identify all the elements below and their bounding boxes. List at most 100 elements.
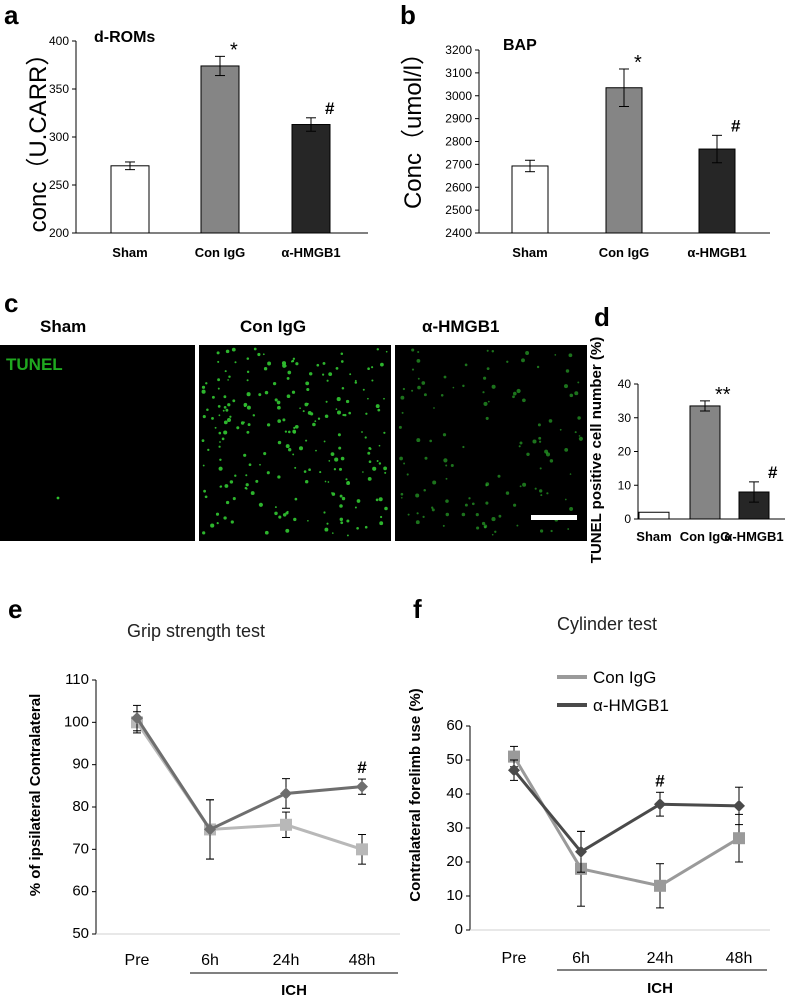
tunel-positive-cell — [305, 439, 308, 442]
tunel-positive-cell — [417, 377, 420, 380]
tunel-positive-cell — [346, 481, 351, 486]
tunel-positive-cell — [285, 444, 290, 449]
tunel-positive-cell — [314, 420, 317, 423]
tunel-positive-cell — [461, 512, 466, 517]
tunel-positive-cell — [462, 384, 465, 388]
tunel-positive-cell — [482, 391, 485, 394]
bar-0 — [110, 165, 150, 234]
tunel-positive-cell — [302, 410, 305, 413]
tunel-positive-cell — [293, 517, 297, 522]
y-tick-label: 50 — [72, 925, 89, 942]
significance-marker: # — [768, 463, 778, 482]
tunel-positive-cell — [516, 388, 521, 394]
tunel-positive-cell — [549, 459, 554, 463]
tunel-label: TUNEL — [6, 355, 63, 374]
x-category-label: Pre — [125, 952, 150, 969]
tunel-positive-cell — [548, 419, 553, 423]
tunel-positive-cell — [277, 419, 282, 423]
tunel-positive-cell — [349, 373, 352, 376]
panel-label-a: a — [4, 0, 19, 30]
x-category-label: 48h — [726, 950, 753, 967]
tunel-positive-cell — [282, 513, 287, 517]
tunel-positive-cell — [278, 515, 282, 519]
tunel-positive-cell — [319, 471, 322, 474]
tunel-positive-cell — [225, 500, 230, 505]
tunel-positive-cell — [464, 363, 468, 367]
tunel-positive-cell — [380, 515, 383, 519]
tunel-positive-cell — [342, 413, 345, 417]
tunel-positive-cell — [577, 416, 581, 420]
tunel-positive-cell — [481, 521, 486, 526]
tunel-positive-cell — [494, 530, 497, 533]
y-tick-label: 40 — [446, 785, 463, 802]
tunel-positive-cell — [219, 458, 222, 462]
tunel-positive-cell — [537, 423, 541, 427]
x-category-label: 48h — [349, 952, 376, 969]
tunel-positive-cell — [272, 381, 277, 386]
tunel-positive-cell — [219, 441, 221, 443]
tunel-positive-cell — [56, 496, 60, 500]
tunel-positive-cell — [252, 414, 256, 417]
tunel-positive-cell — [307, 519, 309, 522]
tunel-positive-cell — [205, 382, 208, 385]
tunel-positive-cell — [475, 513, 479, 517]
tunel-positive-cell — [222, 409, 225, 412]
tunel-positive-cell — [218, 431, 222, 435]
tunel-positive-cell — [316, 363, 320, 367]
y-tick-label: 2900 — [445, 112, 472, 126]
tunel-positive-cell — [286, 510, 289, 513]
tunel-positive-cell — [569, 506, 574, 511]
x-category-label: Con IgG — [680, 529, 731, 544]
tunel-positive-cell — [476, 526, 480, 530]
tunel-positive-cell — [255, 479, 259, 483]
tunel-positive-cell — [286, 394, 291, 399]
tunel-positive-cell — [340, 352, 344, 355]
tunel-positive-cell — [250, 491, 255, 496]
tunel-positive-cell — [266, 471, 270, 475]
tunel-positive-cell — [445, 499, 449, 503]
tunel-positive-cell — [214, 426, 217, 429]
tunel-positive-cell — [335, 408, 338, 410]
y-tick-label: 80 — [72, 798, 89, 815]
tunel-positive-cell — [398, 425, 402, 429]
tunel-micrographs: Sham Con IgG α-HMGB1 TUNEL — [0, 317, 587, 541]
significance-marker: * — [634, 52, 642, 74]
tunel-positive-cell — [483, 376, 487, 380]
tunel-positive-cell — [277, 440, 282, 445]
data-point-diamond — [575, 845, 587, 858]
tunel-positive-cell — [341, 387, 345, 390]
tunel-positive-cell — [345, 478, 348, 481]
tunel-positive-cell — [568, 353, 573, 358]
tunel-positive-cell — [274, 511, 278, 516]
y-axis-label: Conc（umol/l） — [400, 41, 427, 209]
tunel-positive-cell — [376, 460, 379, 462]
tunel-positive-cell — [288, 448, 292, 452]
tunel-positive-cell — [264, 390, 269, 395]
tunel-positive-cell — [385, 350, 388, 353]
tunel-positive-cell — [367, 397, 369, 400]
tunel-positive-cell — [274, 398, 278, 402]
y-tick-label: 90 — [72, 756, 89, 773]
tunel-positive-cell — [497, 474, 501, 478]
tunel-positive-cell — [519, 441, 523, 445]
tunel-positive-cell — [376, 348, 380, 351]
tunel-positive-cell — [411, 389, 414, 392]
tunel-positive-cell — [224, 370, 227, 373]
tunel-positive-cell — [402, 387, 406, 391]
tunel-positive-cell — [243, 421, 245, 424]
y-tick-label: 2400 — [445, 226, 472, 240]
tunel-positive-cell — [285, 528, 290, 533]
tunel-positive-cell — [216, 521, 219, 525]
y-tick-label: 10 — [446, 887, 463, 904]
tunel-positive-cell — [231, 347, 236, 352]
bar-0 — [638, 511, 670, 520]
panel-label-c: c — [4, 288, 18, 318]
tunel-positive-cell — [246, 430, 250, 434]
bar-0 — [511, 165, 549, 234]
x-category-label: 24h — [273, 952, 300, 969]
tunel-positive-cell — [521, 358, 525, 363]
series-line-0 — [135, 721, 363, 851]
tunel-positive-cell — [411, 368, 415, 371]
tunel-positive-cell — [262, 353, 265, 356]
